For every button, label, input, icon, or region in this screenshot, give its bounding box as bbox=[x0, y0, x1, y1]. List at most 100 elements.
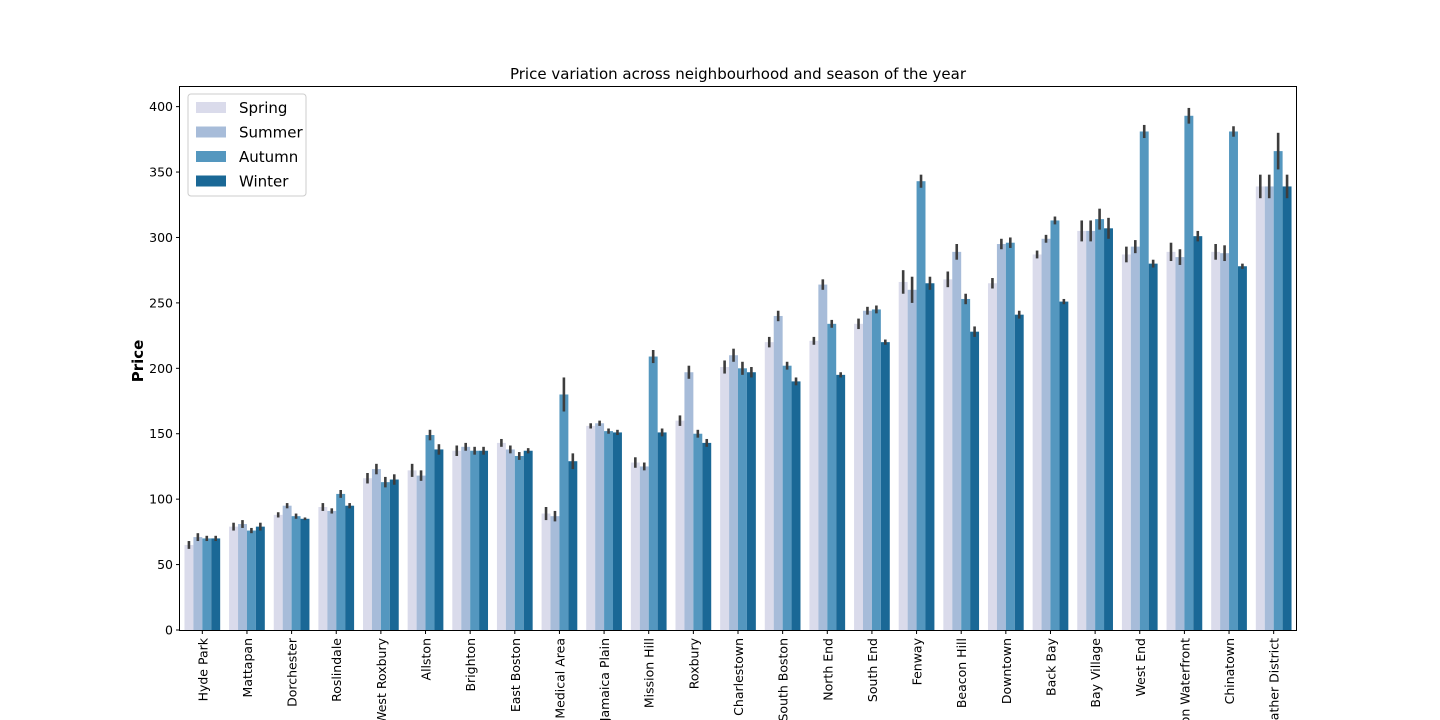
legend-swatch-winter bbox=[196, 175, 226, 187]
bar-spring-11 bbox=[675, 420, 685, 630]
bar-winter-23 bbox=[1237, 266, 1247, 630]
bar-autumn-14 bbox=[827, 323, 837, 630]
bar-summer-12 bbox=[729, 355, 738, 630]
bar-winter-2 bbox=[300, 518, 310, 630]
y-tick-label: 400 bbox=[149, 99, 173, 114]
x-tick-label: North End bbox=[820, 638, 835, 701]
bar-summer-3 bbox=[327, 510, 337, 630]
bar-spring-8 bbox=[541, 513, 551, 630]
bar-summer-11 bbox=[684, 372, 694, 630]
legend-label-winter: Winter bbox=[239, 173, 289, 191]
bar-summer-21 bbox=[1130, 246, 1140, 631]
bar-spring-5 bbox=[407, 470, 417, 630]
legend-swatch-spring bbox=[196, 102, 226, 113]
y-axis: 0 50 100 150 200 250 300 350 400 bbox=[149, 99, 180, 638]
bar-winter-10 bbox=[657, 432, 667, 630]
bar-summer-0 bbox=[193, 537, 203, 630]
bar-summer-5 bbox=[416, 475, 426, 630]
bar-winter-15 bbox=[880, 342, 890, 630]
legend-box bbox=[187, 93, 307, 197]
bar-winter-19 bbox=[1059, 301, 1069, 630]
bar-summer-24 bbox=[1264, 186, 1274, 630]
bar-summer-18 bbox=[996, 244, 1006, 630]
bar-summer-23 bbox=[1220, 253, 1230, 630]
legend-label-summer: Summer bbox=[239, 124, 303, 142]
bar-spring-14 bbox=[809, 340, 819, 630]
bar-autumn-5 bbox=[425, 435, 435, 630]
bars-layer bbox=[184, 115, 1292, 631]
bar-winter-14 bbox=[836, 374, 846, 630]
x-tick-label: Charlestown bbox=[731, 638, 746, 716]
bar-winter-17 bbox=[970, 331, 980, 630]
bar-spring-23 bbox=[1211, 251, 1221, 630]
x-tick-label: Back Bay bbox=[1043, 637, 1058, 696]
bar-spring-12 bbox=[720, 367, 730, 630]
bar-spring-22 bbox=[1166, 251, 1176, 630]
x-tick-label: Brighton bbox=[463, 638, 478, 692]
plot-frame bbox=[179, 86, 1297, 631]
y-axis-label: Price bbox=[129, 340, 147, 383]
bar-spring-17 bbox=[943, 279, 953, 630]
bar-autumn-24 bbox=[1273, 151, 1283, 630]
bar-summer-15 bbox=[862, 310, 872, 630]
bar-summer-22 bbox=[1175, 257, 1185, 630]
bar-winter-21 bbox=[1148, 263, 1158, 630]
legend-swatch-autumn bbox=[196, 151, 226, 162]
bar-spring-20 bbox=[1077, 230, 1087, 630]
bar-winter-16 bbox=[925, 283, 935, 630]
bar-winter-9 bbox=[613, 432, 622, 630]
bar-autumn-22 bbox=[1184, 115, 1194, 631]
x-axis: Hyde Park Mattapan Dorchester Roslindale Wes… bbox=[195, 630, 1282, 720]
legend: Spring Summer Autumn Winter bbox=[187, 93, 307, 197]
bar-winter-11 bbox=[702, 442, 712, 630]
x-tick-label: East Boston bbox=[508, 638, 523, 712]
x-tick-label: Roxbury bbox=[686, 637, 701, 689]
x-tick-label: Chinatown bbox=[1222, 638, 1237, 704]
bar-autumn-4 bbox=[380, 482, 390, 630]
x-tick-label: Jamaica Plain bbox=[597, 638, 612, 720]
bar-autumn-18 bbox=[1005, 242, 1015, 630]
x-tick-label: Mission Hill bbox=[642, 638, 657, 708]
bar-autumn-0 bbox=[202, 538, 212, 630]
bar-summer-20 bbox=[1086, 230, 1096, 630]
bar-spring-24 bbox=[1255, 186, 1265, 630]
bar-summer-4 bbox=[371, 469, 381, 630]
bar-autumn-19 bbox=[1050, 220, 1060, 630]
bar-winter-4 bbox=[389, 479, 399, 630]
x-tick-label: Beacon Hill bbox=[954, 638, 969, 708]
y-tick-label: 300 bbox=[149, 230, 173, 245]
bar-spring-19 bbox=[1032, 254, 1042, 630]
bar-spring-7 bbox=[496, 442, 506, 630]
bar-summer-7 bbox=[505, 449, 515, 630]
chart-title: Price variation across neighbourhood and… bbox=[510, 65, 967, 83]
bar-winter-18 bbox=[1014, 314, 1024, 630]
bar-autumn-8 bbox=[559, 394, 569, 630]
bar-spring-16 bbox=[898, 281, 908, 630]
bar-autumn-7 bbox=[514, 455, 524, 630]
bar-winter-22 bbox=[1193, 236, 1203, 631]
x-tick-label: Hyde Park bbox=[195, 637, 210, 701]
bar-spring-2 bbox=[273, 514, 283, 630]
bar-winter-8 bbox=[568, 461, 578, 630]
x-tick-label: Fenway bbox=[910, 637, 925, 685]
x-tick-label: West End bbox=[1133, 638, 1148, 696]
bar-winter-24 bbox=[1282, 186, 1292, 630]
x-tick-label: West Roxbury bbox=[374, 637, 389, 720]
bar-summer-8 bbox=[550, 516, 560, 630]
bar-autumn-16 bbox=[916, 181, 926, 631]
bar-winter-20 bbox=[1104, 228, 1113, 630]
x-tick-label: Mattapan bbox=[240, 638, 255, 697]
y-tick-label: 100 bbox=[149, 492, 173, 507]
x-tick-label: Downtown bbox=[999, 638, 1014, 704]
bar-spring-1 bbox=[229, 526, 239, 630]
x-tick-label: Leather District bbox=[1267, 638, 1282, 720]
y-tick-label: 50 bbox=[157, 557, 173, 572]
bar-spring-9 bbox=[586, 425, 596, 630]
bar-winter-3 bbox=[345, 505, 355, 630]
x-tick-label: Dorchester bbox=[285, 637, 300, 707]
x-tick-label: Allston bbox=[419, 638, 434, 680]
x-tick-label: Medical Area bbox=[552, 638, 567, 719]
y-tick-label: 0 bbox=[165, 623, 173, 638]
y-tick-label: 150 bbox=[149, 426, 173, 441]
